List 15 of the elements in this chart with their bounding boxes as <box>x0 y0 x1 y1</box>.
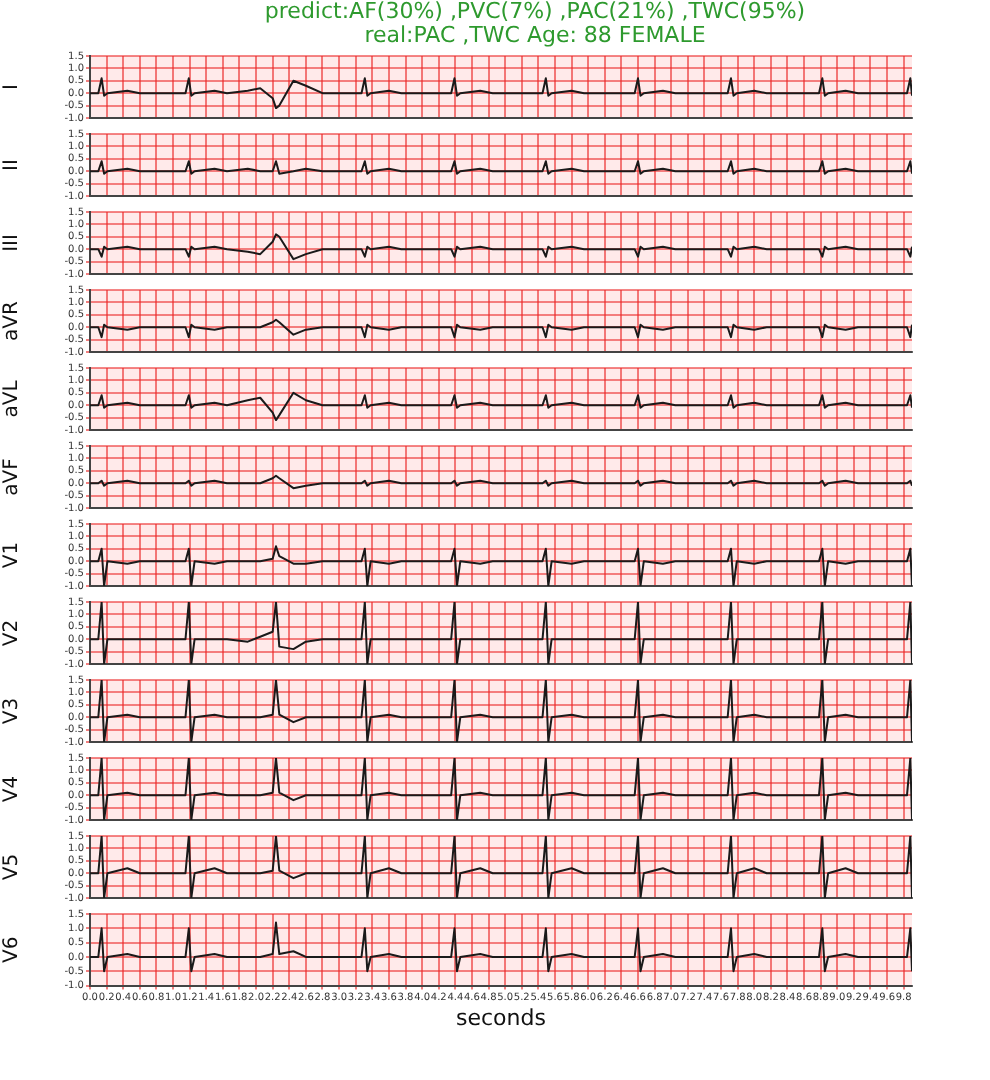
y-axis-title: aVR <box>1 300 24 341</box>
y-axis-title: III <box>1 234 24 252</box>
y-axis-title: V6 <box>1 936 24 963</box>
y-axis-title: aVL <box>1 379 24 418</box>
y-axis-title: V3 <box>1 697 24 725</box>
y-axis-title: V4 <box>1 775 24 803</box>
chart-title: predict:AF(30%) ,PVC(7%) ,PAC(21%) ,TWC(95%) <box>262 0 808 24</box>
y-axis-title: II <box>1 159 24 171</box>
y-axis-title: V1 <box>1 541 24 569</box>
y-axis-title: V5 <box>1 853 24 881</box>
x-axis-title: seconds <box>456 1004 547 1031</box>
y-axis-title: V2 <box>1 619 24 647</box>
y-axis-title: aVF <box>1 457 24 496</box>
y-axis-title: I <box>1 84 24 90</box>
chart-subtitle: real:PAC ,TWC Age: 88 FEMALE <box>364 22 708 48</box>
